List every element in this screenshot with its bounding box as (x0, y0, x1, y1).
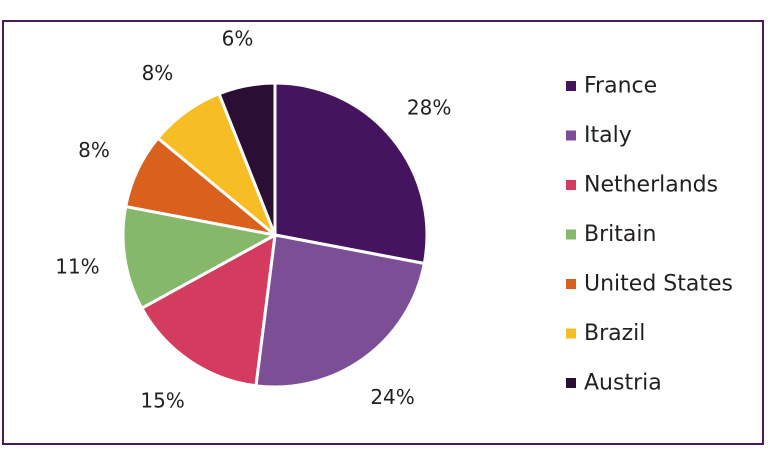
legend-item-france: France (566, 74, 657, 99)
value-label-netherlands: 15% (140, 388, 184, 412)
pie-slices (121, 81, 429, 389)
value-label-italy: 24% (370, 385, 414, 409)
value-label-france: 28% (407, 96, 451, 120)
legend-label-austria: Austria (584, 371, 662, 396)
pie-slice-britain (121, 205, 277, 310)
legend-swatch-brazil (566, 328, 576, 339)
pie-slice-netherlands (140, 233, 277, 388)
legend-swatch-netherlands (566, 180, 576, 190)
legend-swatch-united-states (566, 279, 576, 289)
value-label-brazil: 8% (142, 61, 174, 85)
value-labels: 28% 24% 15% 11% 8% 8% 6% (55, 27, 451, 413)
legend-item-united-states: United States (566, 272, 733, 297)
legend-label-italy: Italy (584, 123, 632, 148)
pie-slice-italy (254, 233, 426, 389)
value-label-britain: 11% (55, 254, 99, 278)
legend-item-netherlands: Netherlands (566, 173, 718, 198)
legend-label-britain: Britain (584, 222, 656, 247)
legend-swatch-austria (566, 378, 576, 388)
legend-label-united-states: United States (584, 272, 733, 297)
legend-item-italy: Italy (566, 123, 632, 148)
legend-label-brazil: Brazil (584, 321, 645, 346)
legend-swatch-france (566, 81, 576, 91)
legend-label-france: France (584, 74, 657, 99)
legend-label-netherlands: Netherlands (584, 173, 718, 198)
pie-slice-france (273, 81, 429, 265)
legend-item-brazil: Brazil (566, 321, 645, 346)
value-label-austria: 6% (222, 27, 254, 51)
value-label-united-states: 8% (78, 138, 110, 162)
legend: France Italy Netherlands Britain United Stat… (566, 74, 733, 396)
pie-slice-austria (217, 81, 277, 237)
legend-item-britain: Britain (566, 222, 656, 247)
legend-swatch-britain (566, 229, 576, 240)
legend-swatch-italy (566, 130, 576, 141)
legend-item-austria: Austria (566, 371, 662, 396)
